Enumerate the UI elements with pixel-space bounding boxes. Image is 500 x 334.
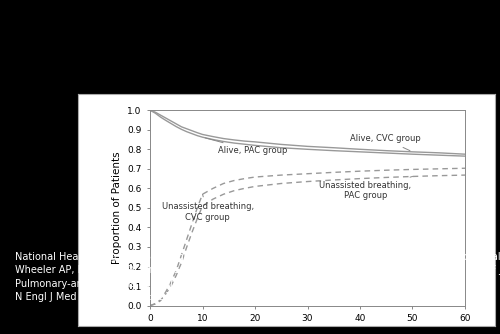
Text: Alive, PAC group: Alive, PAC group (205, 138, 288, 155)
Text: National Heart, Lung, and Blood Institute Acute Respiratory Distress Syndrome (A: National Heart, Lung, and Blood Institut… (15, 252, 500, 302)
Text: Unassisted breathing,
PAC group: Unassisted breathing, PAC group (319, 176, 412, 200)
Text: Unassisted breathing,
CVC group: Unassisted breathing, CVC group (162, 194, 254, 222)
Y-axis label: Proportion of Patients: Proportion of Patients (112, 152, 122, 264)
X-axis label: Days: Days (294, 329, 320, 334)
Text: Alive, CVC group: Alive, CVC group (350, 135, 420, 151)
